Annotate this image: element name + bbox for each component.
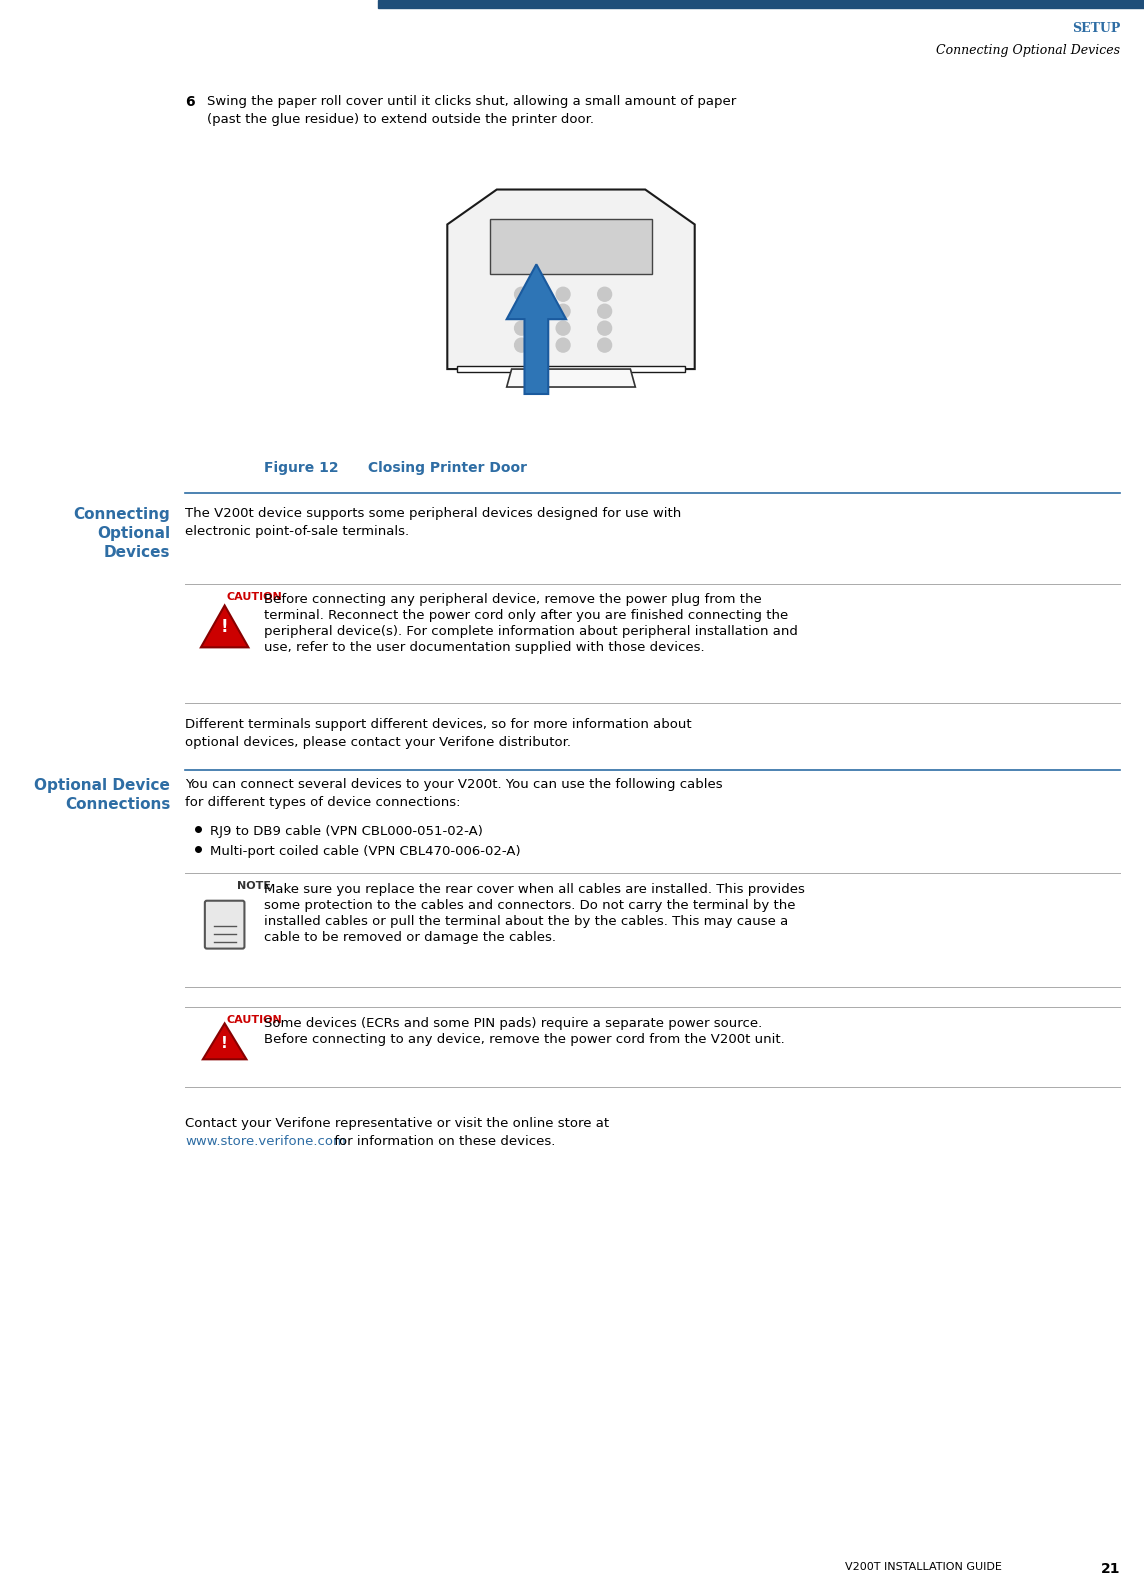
Text: RJ9 to DB9 cable (VPN CBL000-051-02-A): RJ9 to DB9 cable (VPN CBL000-051-02-A) <box>209 824 483 838</box>
Text: some protection to the cables and connectors. Do not carry the terminal by the: some protection to the cables and connec… <box>264 898 796 911</box>
Text: www.store.verifone.com: www.store.verifone.com <box>185 1135 345 1148</box>
Text: Multi-port coiled cable (VPN CBL470-006-02-A): Multi-port coiled cable (VPN CBL470-006-… <box>209 845 521 857</box>
Polygon shape <box>458 366 685 373</box>
Text: Some devices (ECRs and some PIN pads) require a separate power source.: Some devices (ECRs and some PIN pads) re… <box>264 1017 763 1031</box>
Text: Swing the paper roll cover until it clicks shut, allowing a small amount of pape: Swing the paper roll cover until it clic… <box>207 95 736 126</box>
Circle shape <box>597 287 612 302</box>
Text: Before connecting any peripheral device, remove the power plug from the: Before connecting any peripheral device,… <box>264 594 762 606</box>
Circle shape <box>597 321 612 335</box>
Text: Before connecting to any device, remove the power cord from the V200t unit.: Before connecting to any device, remove … <box>264 1033 785 1047</box>
Polygon shape <box>447 189 694 369</box>
Text: Connecting Optional Devices: Connecting Optional Devices <box>936 44 1120 57</box>
Text: Make sure you replace the rear cover when all cables are installed. This provide: Make sure you replace the rear cover whe… <box>264 883 805 895</box>
Polygon shape <box>201 605 248 647</box>
Polygon shape <box>507 369 635 387</box>
Polygon shape <box>490 219 652 275</box>
Circle shape <box>597 305 612 319</box>
Bar <box>378 0 1144 8</box>
Text: !: ! <box>221 1036 228 1052</box>
Text: for information on these devices.: for information on these devices. <box>329 1135 555 1148</box>
Text: terminal. Reconnect the power cord only after you are finished connecting the: terminal. Reconnect the power cord only … <box>264 609 788 622</box>
Circle shape <box>556 321 570 335</box>
Text: Contact your Verifone representative or visit the online store at: Contact your Verifone representative or … <box>185 1118 610 1131</box>
FancyBboxPatch shape <box>205 900 245 949</box>
Circle shape <box>556 287 570 302</box>
Circle shape <box>556 338 570 352</box>
Text: peripheral device(s). For complete information about peripheral installation and: peripheral device(s). For complete infor… <box>264 625 799 638</box>
Text: You can connect several devices to your V200t. You can use the following cables
: You can connect several devices to your … <box>185 778 723 808</box>
Text: CAUTION: CAUTION <box>227 1015 283 1025</box>
Circle shape <box>515 321 529 335</box>
Polygon shape <box>507 264 566 395</box>
Circle shape <box>515 338 529 352</box>
Text: installed cables or pull the terminal about the by the cables. This may cause a: installed cables or pull the terminal ab… <box>264 914 788 928</box>
Text: 6: 6 <box>185 95 194 109</box>
Polygon shape <box>202 1023 246 1060</box>
Text: V200T INSTALLATION GUIDE: V200T INSTALLATION GUIDE <box>844 1562 1001 1573</box>
Text: CAUTION: CAUTION <box>227 592 283 602</box>
Circle shape <box>556 305 570 319</box>
Text: Connecting
Optional
Devices: Connecting Optional Devices <box>73 507 170 561</box>
Text: 21: 21 <box>1101 1562 1120 1576</box>
Circle shape <box>515 287 529 302</box>
Circle shape <box>515 305 529 319</box>
Circle shape <box>597 338 612 352</box>
Text: Figure 12      Closing Printer Door: Figure 12 Closing Printer Door <box>264 461 527 475</box>
Text: The V200t device supports some peripheral devices designed for use with
electron: The V200t device supports some periphera… <box>185 507 682 538</box>
Text: !: ! <box>221 619 229 636</box>
Text: Optional Device
Connections: Optional Device Connections <box>34 778 170 812</box>
Text: use, refer to the user documentation supplied with those devices.: use, refer to the user documentation sup… <box>264 641 705 654</box>
Text: cable to be removed or damage the cables.: cable to be removed or damage the cables… <box>264 930 556 944</box>
Text: Different terminals support different devices, so for more information about
opt: Different terminals support different de… <box>185 718 692 748</box>
Text: NOTE: NOTE <box>237 881 271 891</box>
Text: SETUP: SETUP <box>1072 22 1120 35</box>
